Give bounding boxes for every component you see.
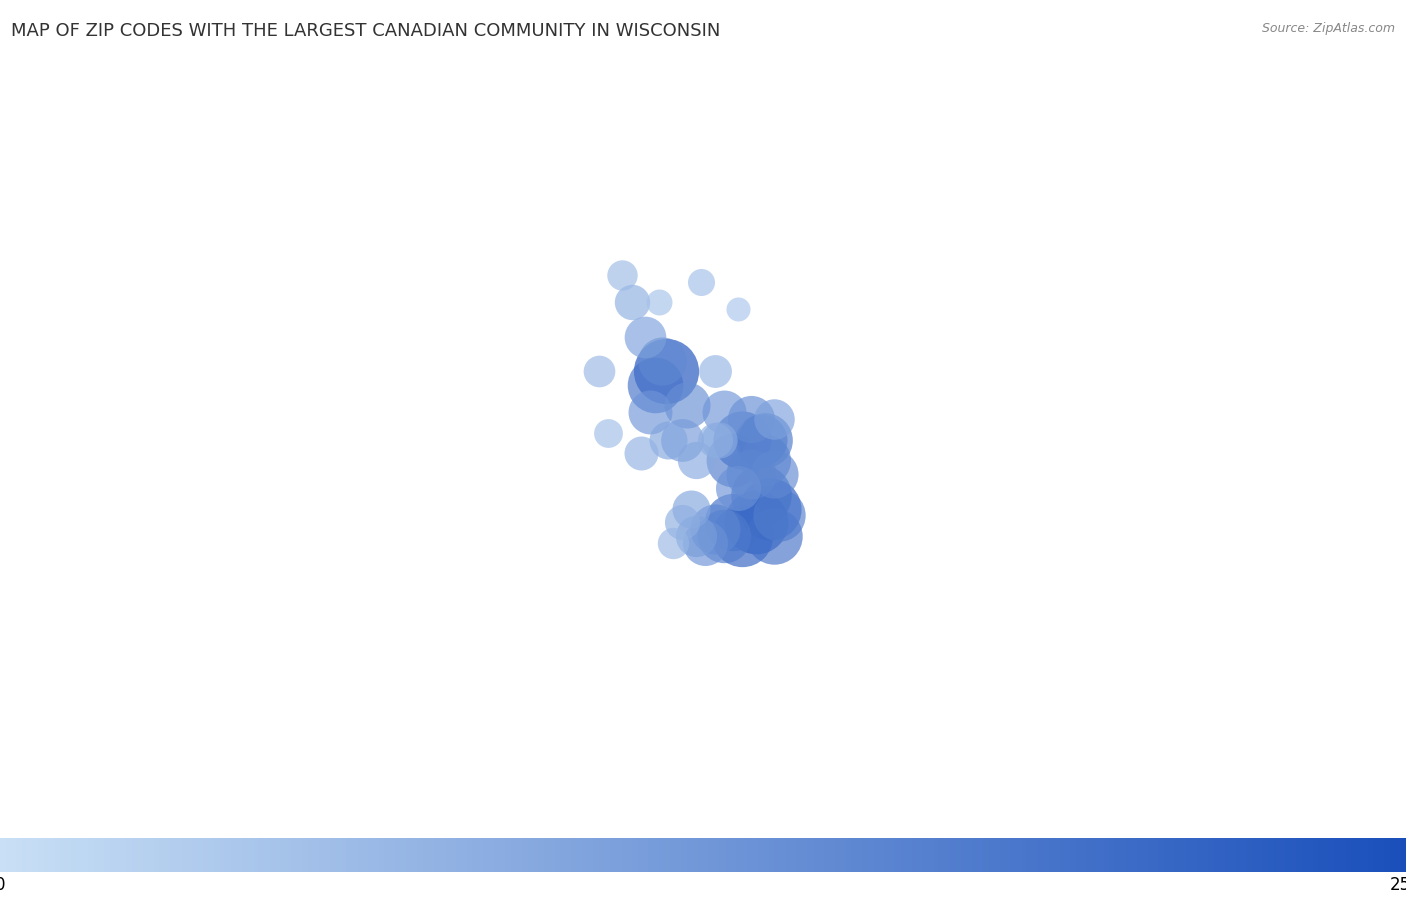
Point <box>749 432 772 447</box>
Point <box>727 481 749 495</box>
Point <box>763 412 786 426</box>
Point <box>689 274 711 289</box>
Point <box>630 446 652 460</box>
Point <box>638 405 661 420</box>
Point <box>713 529 735 543</box>
Point <box>650 353 672 368</box>
Point <box>727 302 749 316</box>
Point <box>763 467 786 481</box>
Point <box>703 364 725 378</box>
Point <box>655 364 678 378</box>
Point <box>671 432 693 447</box>
Point <box>644 378 666 392</box>
Point <box>731 432 754 447</box>
Point <box>634 329 657 343</box>
Point <box>763 529 786 543</box>
Point <box>612 267 634 281</box>
Point <box>588 364 610 378</box>
Point <box>749 487 772 502</box>
Point <box>768 508 790 522</box>
Point <box>754 432 776 447</box>
Point <box>695 536 717 550</box>
Point <box>759 502 782 516</box>
Point <box>703 522 725 537</box>
Point <box>731 529 754 543</box>
Point <box>740 412 762 426</box>
Point <box>713 405 735 420</box>
Point <box>648 295 671 309</box>
Point <box>662 536 685 550</box>
Point <box>671 515 693 530</box>
Point <box>721 453 744 467</box>
Point <box>620 295 643 309</box>
Point <box>685 529 707 543</box>
Point <box>676 398 699 413</box>
Point <box>598 425 620 440</box>
Point <box>745 515 768 530</box>
Point <box>707 432 730 447</box>
Point <box>681 502 703 516</box>
Point <box>657 432 679 447</box>
Text: Source: ZipAtlas.com: Source: ZipAtlas.com <box>1261 22 1395 35</box>
Point <box>754 453 776 467</box>
Point <box>703 432 725 447</box>
Point <box>740 467 762 481</box>
Point <box>685 453 707 467</box>
Point <box>721 515 744 530</box>
Text: MAP OF ZIP CODES WITH THE LARGEST CANADIAN COMMUNITY IN WISCONSIN: MAP OF ZIP CODES WITH THE LARGEST CANADI… <box>11 22 721 40</box>
